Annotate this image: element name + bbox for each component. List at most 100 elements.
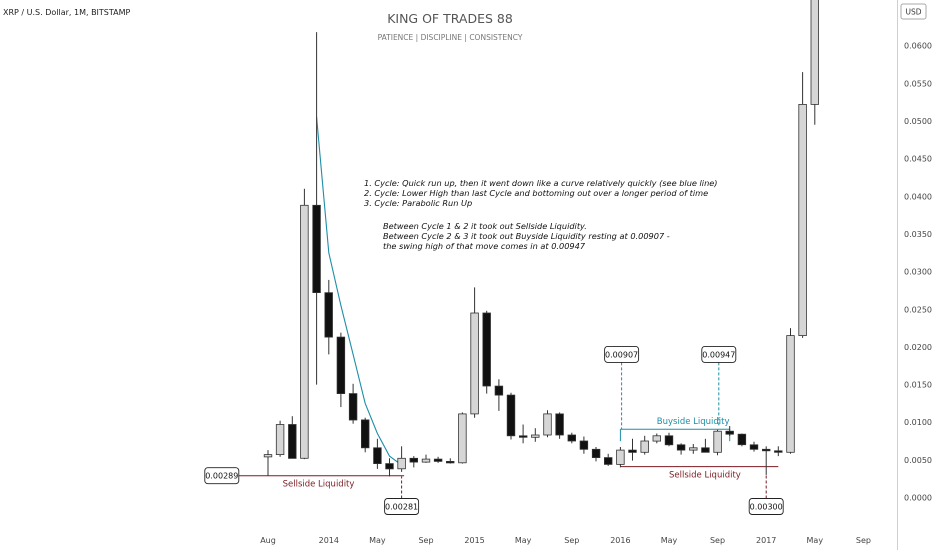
candle <box>312 32 321 385</box>
candle <box>336 332 346 408</box>
value-tags: 0.00289 0.00281 0.00907 0.00947 0.00300 <box>204 345 784 515</box>
candle-body <box>348 393 358 421</box>
candle <box>567 432 576 444</box>
candle-body <box>360 419 370 449</box>
candle <box>445 458 455 464</box>
candle <box>676 443 686 455</box>
candle-body <box>531 434 540 438</box>
candle <box>579 436 589 454</box>
candle <box>713 429 722 456</box>
candle <box>288 416 297 459</box>
x-tick-label: 2017 <box>756 536 776 545</box>
annotation-line-2: 2. Cycle: Lower High than last Cycle and… <box>364 188 708 198</box>
candle-body <box>458 413 467 464</box>
symbol-label: XRP / U.S. Dollar, 1M, BITSTAMP <box>3 8 131 17</box>
candle-body <box>604 457 613 465</box>
candle <box>385 458 394 477</box>
candle-body <box>591 448 601 458</box>
candle-body <box>336 336 346 395</box>
candle <box>749 441 759 452</box>
candle <box>360 417 370 453</box>
candle-body <box>664 435 674 446</box>
candle-body <box>300 204 309 459</box>
liquidity-level-label: Buyside Liquidity <box>657 417 730 427</box>
candle <box>555 412 564 439</box>
candle-body <box>421 458 431 463</box>
candle-body <box>652 435 661 442</box>
candle <box>275 420 285 457</box>
candle <box>324 279 333 355</box>
candle <box>397 446 406 472</box>
x-tick-label: Sep <box>856 536 871 545</box>
candle-body <box>713 430 722 453</box>
liquidity-level-label: Sellside Liquidity <box>283 480 355 490</box>
x-tick-label: 2016 <box>610 536 630 545</box>
candle-body <box>737 433 747 446</box>
candle-body <box>676 444 686 451</box>
candle <box>421 454 431 463</box>
candle-body <box>640 440 649 453</box>
candle <box>263 450 273 476</box>
candle-body <box>567 434 576 442</box>
x-tick-label: Aug <box>260 536 276 545</box>
candle <box>543 410 552 438</box>
candle <box>482 310 491 394</box>
candle <box>786 328 795 454</box>
value-tag-label: 0.00289 <box>205 472 238 481</box>
candle <box>591 447 601 462</box>
annotation-line-1: 1. Cycle: Quick run up, then it went dow… <box>364 178 718 188</box>
candle <box>373 438 382 469</box>
value-tag-box <box>204 467 240 485</box>
candle-body <box>275 424 285 456</box>
candle <box>640 435 649 455</box>
candle-body <box>324 292 333 338</box>
x-tick-label: Sep <box>710 536 725 545</box>
candle-body <box>312 204 321 294</box>
candle <box>494 379 504 411</box>
value-tag-label: 0.00300 <box>750 503 783 512</box>
candle-body <box>749 444 759 450</box>
candle <box>774 446 783 457</box>
currency-badge-label: USD <box>905 8 921 17</box>
candle-body <box>519 435 528 438</box>
candle-body <box>433 458 443 462</box>
liquidity-levels: Sellside Liquidity Sellside Liquidity Buys… <box>237 417 779 490</box>
currency-badge[interactable] <box>900 3 927 20</box>
candle-body <box>385 463 394 470</box>
chart-subtitle: PATIENCE | DISCIPLINE | CONSISTENCY <box>378 33 523 42</box>
blue-curve-line <box>316 117 402 466</box>
x-tick-label: Sep <box>418 536 433 545</box>
candle-body <box>555 413 564 436</box>
candle <box>737 433 747 447</box>
x-tick-label: May <box>369 536 386 545</box>
x-tick-label: 2015 <box>464 536 484 545</box>
chart-title: KING OF TRADES 88 <box>387 11 513 26</box>
candle-body <box>774 450 783 453</box>
candle <box>506 392 516 440</box>
candle <box>604 453 613 466</box>
liquidity-level-label: Sellside Liquidity <box>669 471 741 481</box>
candle <box>810 0 819 125</box>
candle <box>433 456 443 463</box>
candle <box>616 447 625 468</box>
candle-body <box>579 440 589 450</box>
candle-body <box>725 430 734 435</box>
value-tag-label: 0.00907 <box>605 350 638 359</box>
candlestick-series <box>263 0 819 477</box>
value-tag-label: 0.00947 <box>702 350 735 359</box>
candle <box>652 433 661 444</box>
candle-body <box>798 104 807 336</box>
candle-body <box>810 0 819 105</box>
blue-trend-curve <box>316 117 402 466</box>
candle <box>300 188 309 460</box>
candle <box>701 438 710 453</box>
x-tick-label: May <box>807 536 824 545</box>
candle <box>458 412 467 464</box>
